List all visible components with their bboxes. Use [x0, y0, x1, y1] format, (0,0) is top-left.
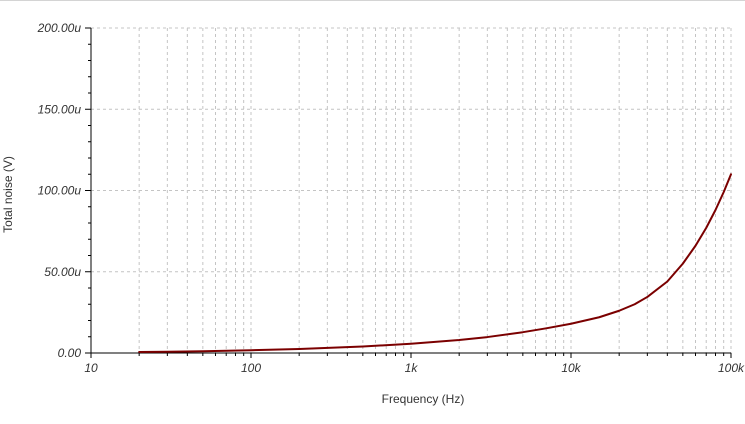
y-tick-label: 100.00u: [38, 184, 82, 198]
y-tick-label: 50.00u: [44, 265, 81, 279]
tick-marks: [85, 27, 732, 358]
y-tick-label: 150.00u: [38, 102, 82, 116]
y-tick-label: 200.00u: [37, 21, 82, 35]
x-tick-label: 100k: [718, 361, 745, 375]
grid: [91, 27, 732, 353]
y-axis-title: Total noise (V): [1, 156, 15, 233]
x-axis-title: Frequency (Hz): [382, 392, 465, 406]
y-tick-label: 0.00: [58, 346, 82, 360]
x-tick-label: 10: [84, 361, 98, 375]
x-tick-label: 10k: [561, 361, 581, 375]
series-layer: [138, 173, 732, 354]
x-tick-label: 1k: [405, 361, 419, 375]
tick-labels: 0.00 50.00u 100.00u 150.00u 200.00u 10 100 1k 10…: [37, 21, 745, 375]
series-line: [138, 173, 732, 354]
x-tick-label: 100: [241, 361, 261, 375]
